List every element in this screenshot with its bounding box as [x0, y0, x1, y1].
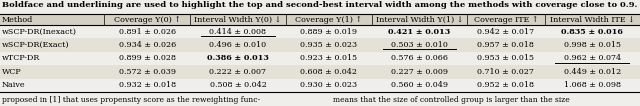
Text: Interval Width Y(1) ↓: Interval Width Y(1) ↓ — [376, 15, 463, 24]
Text: wTCP-DR: wTCP-DR — [2, 54, 40, 63]
Text: 0.572 ± 0.039: 0.572 ± 0.039 — [119, 68, 176, 76]
Text: wSCP-DR(Inexact): wSCP-DR(Inexact) — [2, 28, 77, 36]
Text: 0.899 ± 0.028: 0.899 ± 0.028 — [119, 54, 176, 63]
Text: 0.889 ± 0.019: 0.889 ± 0.019 — [300, 28, 357, 36]
Bar — [0, 14, 640, 25]
Text: WCP: WCP — [2, 68, 22, 76]
Text: 0.710 ± 0.027: 0.710 ± 0.027 — [477, 68, 534, 76]
Text: Interval Width ITE ↓: Interval Width ITE ↓ — [550, 15, 635, 24]
Bar — [0, 25, 640, 38]
Text: 0.891 ± 0.026: 0.891 ± 0.026 — [118, 28, 176, 36]
Text: 0.414 ± 0.008: 0.414 ± 0.008 — [209, 28, 266, 36]
Text: 0.222 ± 0.007: 0.222 ± 0.007 — [209, 68, 266, 76]
Bar — [0, 38, 640, 52]
Text: Interval Width Y(0) ↓: Interval Width Y(0) ↓ — [195, 15, 282, 24]
Text: proposed in [1] that uses propensity score as the reweighting func-: proposed in [1] that uses propensity sco… — [2, 96, 260, 104]
Text: 0.932 ± 0.018: 0.932 ± 0.018 — [118, 81, 176, 89]
Text: 0.962 ± 0.074: 0.962 ± 0.074 — [564, 54, 621, 63]
Text: 0.957 ± 0.018: 0.957 ± 0.018 — [477, 41, 534, 49]
Text: means that the size of controlled group is larger than the size: means that the size of controlled group … — [333, 96, 570, 104]
Text: 0.449 ± 0.012: 0.449 ± 0.012 — [564, 68, 621, 76]
Text: Coverage Y(1) ↑: Coverage Y(1) ↑ — [295, 15, 362, 24]
Text: 0.935 ± 0.023: 0.935 ± 0.023 — [300, 41, 357, 49]
Bar — [0, 79, 640, 92]
Text: Naive: Naive — [2, 81, 26, 89]
Text: 0.608 ± 0.042: 0.608 ± 0.042 — [300, 68, 357, 76]
Text: 0.835 ± 0.016: 0.835 ± 0.016 — [561, 28, 623, 36]
Text: 0.953 ± 0.015: 0.953 ± 0.015 — [477, 54, 534, 63]
Text: 0.930 ± 0.023: 0.930 ± 0.023 — [300, 81, 357, 89]
Text: 0.508 ± 0.042: 0.508 ± 0.042 — [209, 81, 266, 89]
Text: 0.942 ± 0.017: 0.942 ± 0.017 — [477, 28, 534, 36]
Text: 0.386 ± 0.013: 0.386 ± 0.013 — [207, 54, 269, 63]
Text: 0.923 ± 0.015: 0.923 ± 0.015 — [300, 54, 357, 63]
Text: 0.227 ± 0.009: 0.227 ± 0.009 — [391, 68, 448, 76]
Bar — [0, 52, 640, 65]
Bar — [0, 65, 640, 79]
Text: 1.068 ± 0.098: 1.068 ± 0.098 — [564, 81, 621, 89]
Text: 0.952 ± 0.018: 0.952 ± 0.018 — [477, 81, 534, 89]
Text: wSCP-DR(Exact): wSCP-DR(Exact) — [2, 41, 70, 49]
Text: 0.421 ± 0.013: 0.421 ± 0.013 — [388, 28, 451, 36]
Text: 0.560 ± 0.049: 0.560 ± 0.049 — [391, 81, 448, 89]
Text: 0.503 ± 0.010: 0.503 ± 0.010 — [391, 41, 448, 49]
Text: Coverage ITE ↑: Coverage ITE ↑ — [474, 15, 538, 24]
Text: 0.998 ± 0.015: 0.998 ± 0.015 — [564, 41, 621, 49]
Text: 0.496 ± 0.010: 0.496 ± 0.010 — [209, 41, 266, 49]
Text: Boldface and underlining are used to highlight the top and second-best interval : Boldface and underlining are used to hig… — [2, 1, 637, 9]
Text: 0.576 ± 0.066: 0.576 ± 0.066 — [391, 54, 448, 63]
Text: Coverage Y(0) ↑: Coverage Y(0) ↑ — [114, 15, 180, 24]
Text: 0.934 ± 0.026: 0.934 ± 0.026 — [118, 41, 176, 49]
Text: Method: Method — [2, 15, 33, 24]
